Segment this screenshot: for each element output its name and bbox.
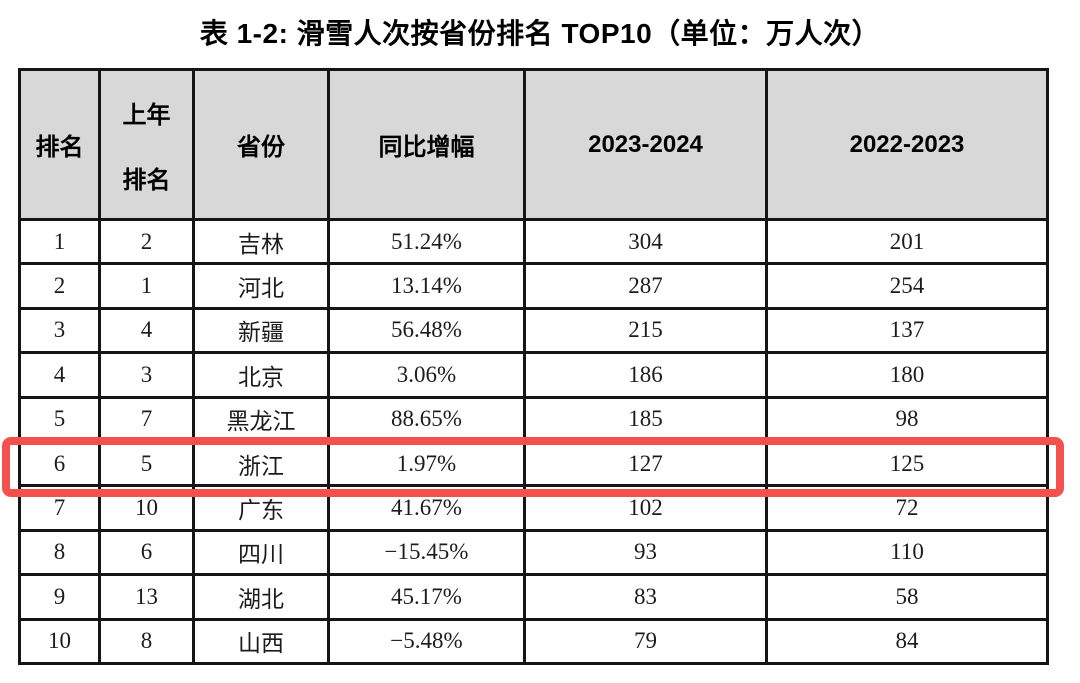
cell-2022-2023: 72 — [765, 484, 1049, 532]
header-yoy-growth: 同比增幅 — [327, 68, 526, 221]
cell-2023-2024: 185 — [523, 395, 768, 443]
cell-yoy-growth: 3.06% — [327, 351, 526, 399]
cell-2023-2024: 102 — [523, 484, 768, 532]
cell-rank: 9 — [18, 573, 101, 621]
cell-rank: 4 — [18, 351, 101, 399]
cell-yoy-growth: 13.14% — [327, 262, 526, 310]
cell-province: 四川 — [192, 528, 330, 577]
header-rank: 排名 — [18, 68, 101, 221]
cell-rank: 10 — [18, 617, 101, 666]
cell-yoy-growth: 51.24% — [327, 217, 526, 266]
cell-province: 河北 — [192, 262, 330, 310]
cell-rank: 2 — [18, 262, 101, 310]
cell-rank: 6 — [18, 439, 101, 488]
cell-2023-2024: 287 — [523, 262, 768, 310]
cell-2023-2024: 127 — [523, 439, 768, 488]
table-row: 7 10 广东 41.67% 102 72 — [18, 484, 1049, 532]
cell-rank: 5 — [18, 395, 101, 443]
table-row: 3 4 新疆 56.48% 215 137 — [18, 306, 1049, 355]
cell-2022-2023: 98 — [765, 395, 1049, 443]
cell-2022-2023: 180 — [765, 351, 1049, 399]
table-row-highlighted: 6 5 浙江 1.97% 127 125 — [18, 439, 1049, 488]
cell-prev-rank: 5 — [98, 439, 195, 488]
cell-province: 广东 — [192, 484, 330, 532]
cell-yoy-growth: 41.67% — [327, 484, 526, 532]
header-prev-rank-lines: 上年 排名 — [103, 95, 191, 195]
table-row: 10 8 山西 −5.48% 79 84 — [18, 617, 1049, 666]
cell-2022-2023: 201 — [765, 217, 1049, 266]
cell-2023-2024: 304 — [523, 217, 768, 266]
table-header-row: 排名 上年 排名 省份 同比增幅 2023-2024 2022-2023 — [18, 68, 1049, 221]
cell-prev-rank: 1 — [98, 262, 195, 310]
cell-yoy-growth: 56.48% — [327, 306, 526, 355]
cell-2022-2023: 125 — [765, 439, 1049, 488]
cell-2023-2024: 186 — [523, 351, 768, 399]
cell-province: 吉林 — [192, 217, 330, 266]
table-row: 1 2 吉林 51.24% 304 201 — [18, 217, 1049, 266]
header-season-2022-2023: 2022-2023 — [765, 68, 1049, 221]
cell-rank: 8 — [18, 528, 101, 577]
header-prev-rank: 上年 排名 — [98, 68, 195, 221]
cell-province: 北京 — [192, 351, 330, 399]
cell-prev-rank: 10 — [98, 484, 195, 532]
cell-rank: 7 — [18, 484, 101, 532]
table-row: 8 6 四川 −15.45% 93 110 — [18, 528, 1049, 577]
table-row: 9 13 湖北 45.17% 83 58 — [18, 573, 1049, 621]
table-title: 表 1-2: 滑雪人次按省份排名 TOP10（单位：万人次） — [199, 18, 881, 49]
cell-province: 湖北 — [192, 573, 330, 621]
cell-2023-2024: 215 — [523, 306, 768, 355]
header-prev-rank-line2: 排名 — [122, 166, 171, 194]
header-province: 省份 — [192, 68, 330, 221]
cell-prev-rank: 8 — [98, 617, 195, 666]
cell-yoy-growth: −5.48% — [327, 617, 526, 666]
ski-visits-ranking-table: 排名 上年 排名 省份 同比增幅 2023-2024 2022-2023 1 2… — [18, 68, 1049, 666]
cell-2022-2023: 84 — [765, 617, 1049, 666]
cell-2022-2023: 58 — [765, 573, 1049, 621]
table-row: 5 7 黑龙江 88.65% 185 98 — [18, 395, 1049, 443]
header-season-2023-2024: 2023-2024 — [523, 68, 768, 221]
cell-rank: 3 — [18, 306, 101, 355]
cell-yoy-growth: 88.65% — [327, 395, 526, 443]
cell-2023-2024: 79 — [523, 617, 768, 666]
cell-province: 山西 — [192, 617, 330, 666]
table-row: 2 1 河北 13.14% 287 254 — [18, 262, 1049, 310]
cell-prev-rank: 3 — [98, 351, 195, 399]
cell-prev-rank: 6 — [98, 528, 195, 577]
cell-prev-rank: 13 — [98, 573, 195, 621]
cell-yoy-growth: 1.97% — [327, 439, 526, 488]
cell-2022-2023: 254 — [765, 262, 1049, 310]
cell-yoy-growth: −15.45% — [327, 528, 526, 577]
cell-prev-rank: 2 — [98, 217, 195, 266]
cell-2022-2023: 137 — [765, 306, 1049, 355]
cell-rank: 1 — [18, 217, 101, 266]
header-prev-rank-line1: 上年 — [122, 101, 171, 129]
table-row: 4 3 北京 3.06% 186 180 — [18, 351, 1049, 399]
cell-province: 浙江 — [192, 439, 330, 488]
cell-prev-rank: 7 — [98, 395, 195, 443]
cell-prev-rank: 4 — [98, 306, 195, 355]
cell-province: 黑龙江 — [192, 395, 330, 443]
cell-province: 新疆 — [192, 306, 330, 355]
cell-yoy-growth: 45.17% — [327, 573, 526, 621]
cell-2022-2023: 110 — [765, 528, 1049, 577]
cell-2023-2024: 83 — [523, 573, 768, 621]
cell-2023-2024: 93 — [523, 528, 768, 577]
